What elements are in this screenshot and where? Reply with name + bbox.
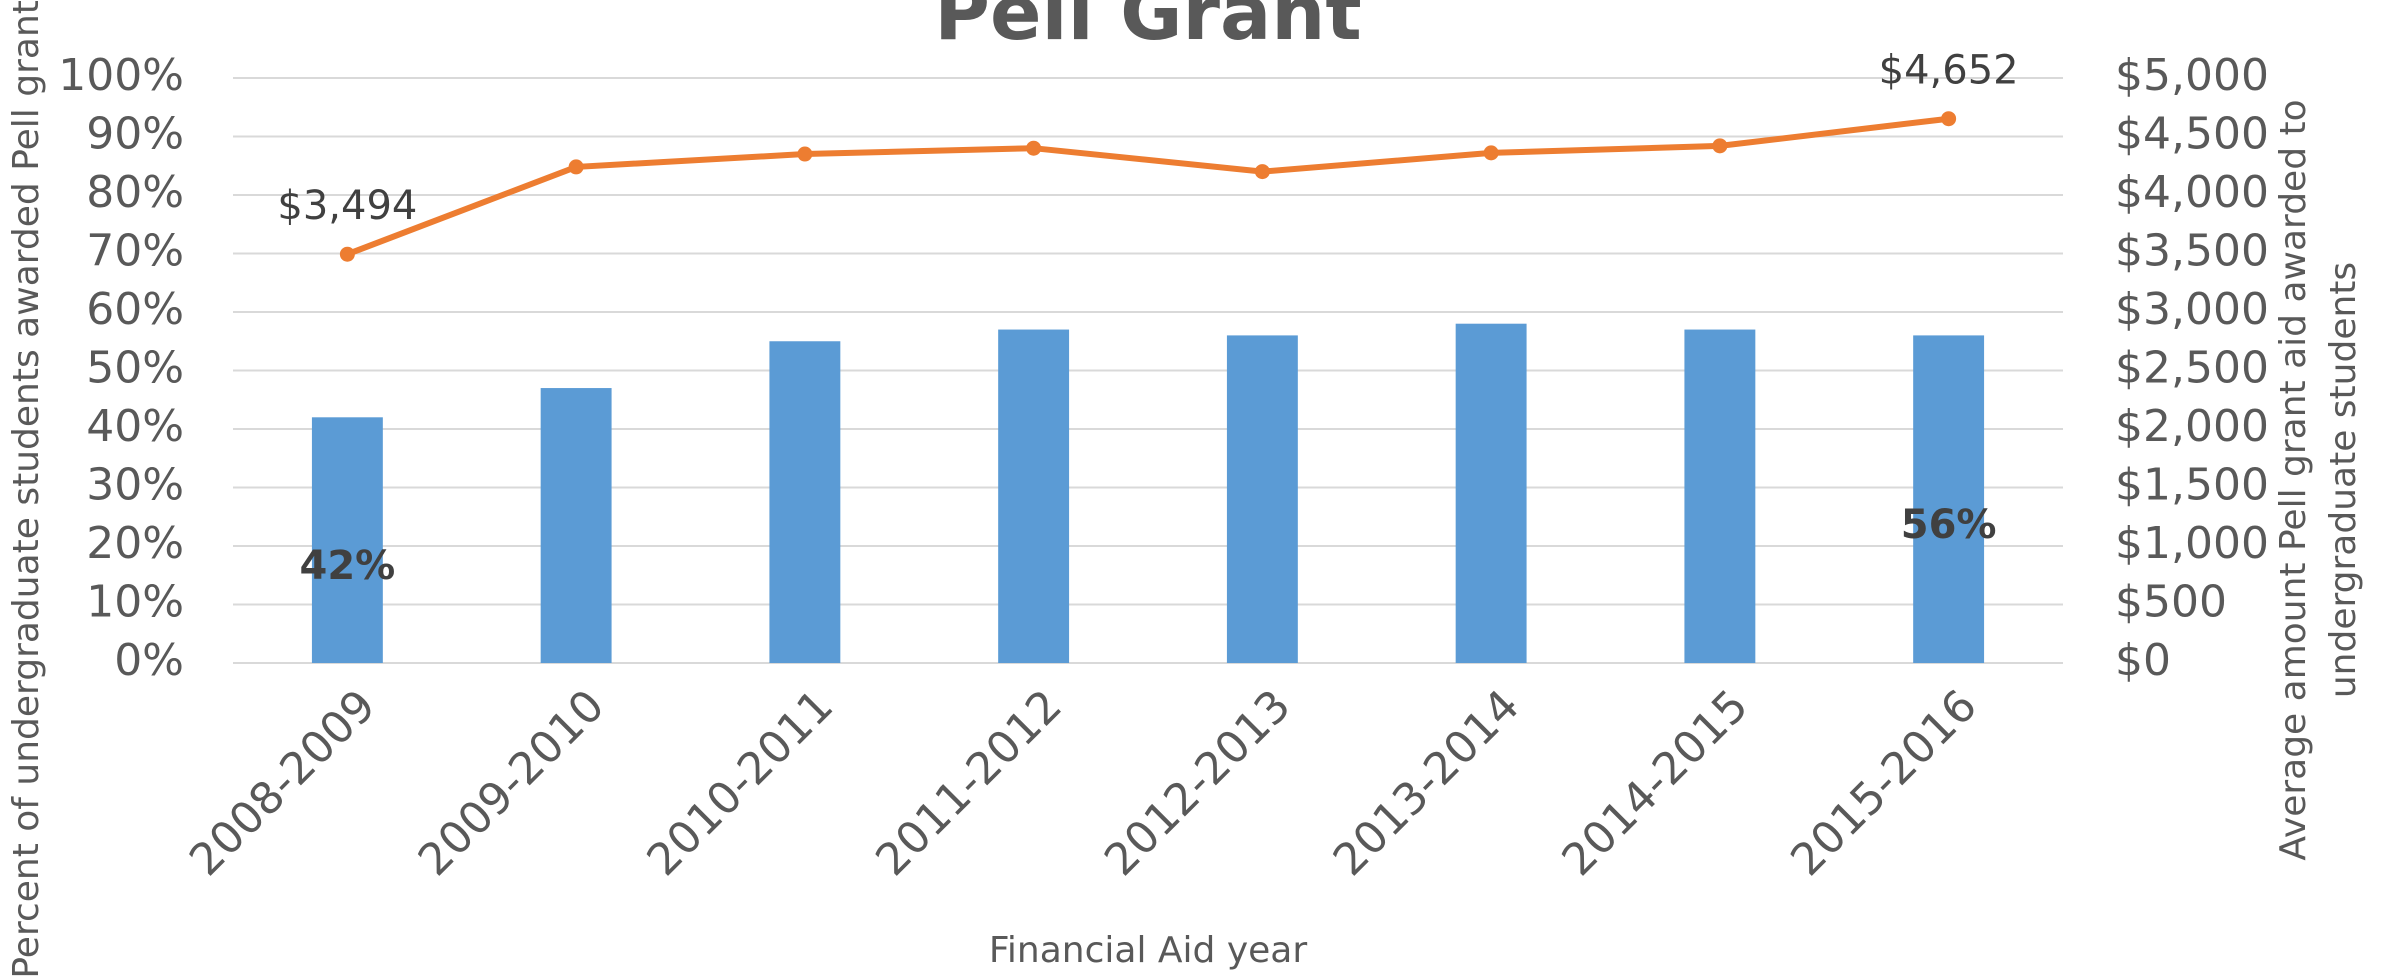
x-tick-label: 2011-2012 [866, 680, 1072, 886]
line-point [1254, 164, 1270, 180]
line [346, 115, 1949, 258]
line-point [1712, 138, 1728, 154]
data-label: 56% [1901, 502, 1997, 548]
x-tick-label: 2014-2015 [1552, 680, 1758, 886]
x-tick-label: 2009-2010 [409, 680, 615, 886]
x-tick-label: 2015-2016 [1781, 680, 1987, 886]
y2-tick-label: $5,000 [2115, 50, 2269, 101]
y-tick-label: 0% [114, 635, 184, 686]
bar [998, 329, 1070, 663]
line-point [797, 146, 813, 162]
y2-tick-label: $4,000 [2115, 167, 2269, 218]
x-tick-label: 2013-2014 [1324, 680, 1530, 886]
y2-tick-label: $1,000 [2115, 518, 2269, 569]
bar [1226, 335, 1298, 663]
data-label: 42% [300, 543, 396, 589]
y2-tick-label: $4,500 [2115, 109, 2269, 160]
y-tick-label: 100% [58, 50, 184, 101]
y2-axis-title: undergraduate students [2323, 262, 2364, 698]
y-tick-label: 70% [86, 226, 184, 277]
bar [769, 341, 841, 663]
line-point [1941, 111, 1957, 127]
x-tick-label: 2008-2009 [180, 680, 386, 886]
chart-title: Pell Grant [934, 0, 1361, 57]
data-label: $4,652 [1879, 48, 2019, 94]
line-point [1483, 145, 1499, 161]
y2-tick-label: $3,500 [2115, 226, 2269, 277]
y-tick-label: 10% [86, 577, 184, 628]
bar [1684, 329, 1756, 663]
y2-tick-label: $3,000 [2115, 284, 2269, 335]
y2-tick-label: $2,500 [2115, 343, 2269, 394]
data-label: $3,494 [277, 183, 417, 229]
y-tick-label: 60% [86, 284, 184, 335]
y-tick-label: 40% [86, 401, 184, 452]
bar [1913, 335, 1985, 663]
line-point [568, 159, 584, 175]
bar [311, 417, 383, 663]
y2-tick-label: $0 [2115, 635, 2171, 686]
y-tick-label: 90% [86, 109, 184, 160]
y-tick-label: 20% [86, 518, 184, 569]
y-axis-title: Percent of undergraduate students awarde… [6, 0, 47, 979]
line-point [1026, 140, 1042, 156]
y-tick-label: 30% [86, 460, 184, 511]
bar [540, 388, 612, 663]
y2-tick-label: $500 [2115, 577, 2227, 628]
x-tick-label: 2012-2013 [1095, 680, 1301, 886]
y-tick-label: 80% [86, 167, 184, 218]
y2-tick-label: $1,500 [2115, 460, 2269, 511]
y-tick-label: 50% [86, 343, 184, 394]
y2-axis-title: Average amount Pell grant aid awarded to [2273, 99, 2314, 860]
y2-tick-label: $2,000 [2115, 401, 2269, 452]
x-axis-title: Financial Aid year [989, 930, 1308, 971]
line-point [339, 246, 355, 262]
x-tick-label: 2010-2011 [637, 680, 843, 886]
bar [1455, 323, 1527, 663]
